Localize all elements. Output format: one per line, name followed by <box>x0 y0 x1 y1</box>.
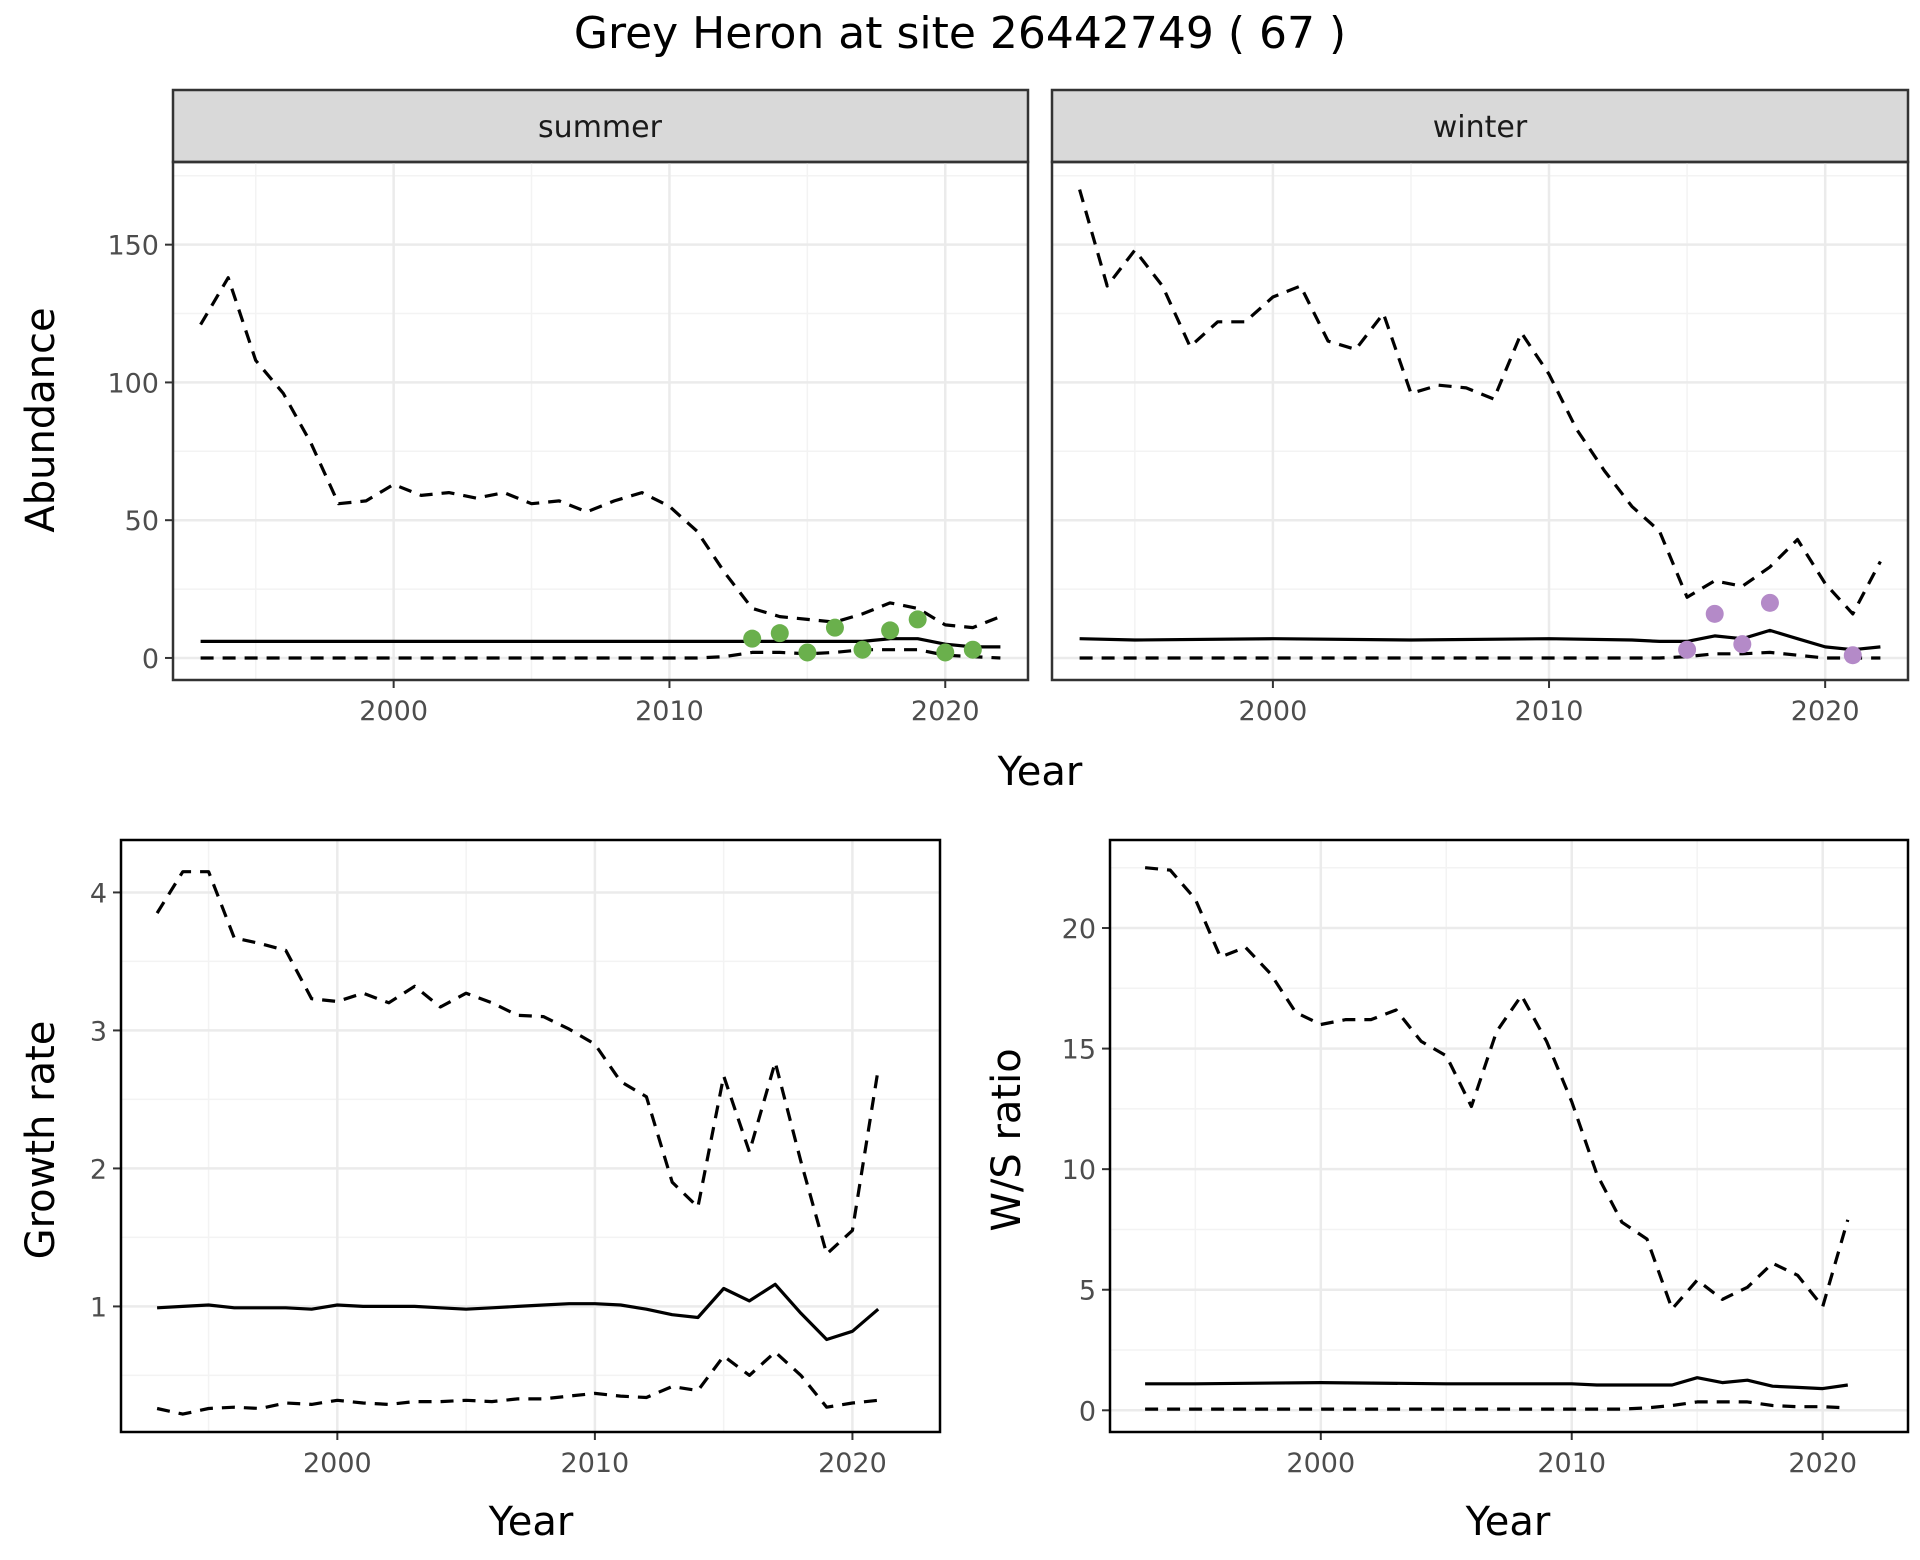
x-tick-label: 2020 <box>1791 696 1860 727</box>
estimate-line <box>1145 1376 1849 1391</box>
x-tick-label: 2000 <box>1239 696 1308 727</box>
growth-x-axis-title: Year <box>488 1499 574 1545</box>
y-tick-label: 10 <box>1062 1155 1096 1186</box>
y-tick-label: 0 <box>142 644 159 675</box>
summer-strip-label: summer <box>538 110 663 145</box>
y-tick-label: 150 <box>107 231 159 262</box>
observed-point <box>1705 604 1724 623</box>
y-tick-label: 2 <box>90 1154 107 1185</box>
lower-line <box>156 1350 879 1416</box>
x-tick-label: 2020 <box>911 696 980 727</box>
y-tick-label: 20 <box>1062 914 1096 945</box>
observed-point <box>1760 593 1779 612</box>
top-x-axis-title: Year <box>997 749 1083 795</box>
y-tick-label: 100 <box>107 368 159 399</box>
observed-point <box>1733 635 1752 654</box>
upper-line <box>155 870 880 1256</box>
panel-border <box>119 838 942 1434</box>
summer-panel: summer 2000 2010 2020 0 50 100 150 <box>107 88 1030 727</box>
growth-rate-panel: 2000 2010 2020 1 2 3 4 Year Growth rate <box>18 838 942 1545</box>
lower-line <box>200 648 1001 660</box>
observed-point <box>743 629 762 648</box>
panel-border <box>1108 838 1910 1434</box>
winter-strip-label: winter <box>1433 110 1528 145</box>
observed-point <box>825 618 844 637</box>
y-tick-label: 1 <box>90 1292 107 1323</box>
estimate-line <box>200 637 1001 649</box>
observed-point <box>1678 640 1697 659</box>
y-tick-label: 4 <box>90 878 107 909</box>
observed-point <box>908 610 927 629</box>
lower-line <box>1079 650 1881 660</box>
x-tick-label: 2020 <box>1788 1448 1857 1479</box>
x-tick-label: 2000 <box>303 1448 372 1479</box>
winter-strip <box>1050 88 1910 164</box>
observed-point <box>963 640 982 659</box>
observed-point <box>881 621 900 640</box>
observed-point <box>770 624 789 643</box>
lower-line <box>1145 1400 1848 1411</box>
ws-ratio-panel: 2000 2010 2020 0 5 10 15 20 Year W/S ratio <box>984 838 1910 1545</box>
x-tick-label: 2010 <box>635 696 704 727</box>
x-tick-label: 2010 <box>1515 696 1584 727</box>
panel-border <box>1050 160 1910 682</box>
y-tick-label: 15 <box>1062 1035 1096 1066</box>
estimate-line <box>1079 628 1881 652</box>
figure-title: Grey Heron at site 26442749 ( 67 ) <box>574 8 1346 59</box>
x-tick-label: 2000 <box>1286 1448 1355 1479</box>
x-tick-label: 2000 <box>359 696 428 727</box>
observed-point <box>1843 646 1862 665</box>
summer-strip <box>171 88 1030 164</box>
y-tick-label: 3 <box>90 1016 107 1047</box>
ws-y-axis-title: W/S ratio <box>984 1048 1030 1231</box>
ws-x-axis-title: Year <box>1465 1499 1551 1545</box>
x-tick-label: 2020 <box>818 1448 887 1479</box>
upper-line <box>1144 866 1850 1311</box>
panel-border <box>171 160 1030 682</box>
growth-y-axis-title: Growth rate <box>18 1021 64 1260</box>
estimate-line <box>157 1282 880 1342</box>
top-y-axis-title: Abundance <box>18 307 64 532</box>
observed-point <box>936 643 955 662</box>
y-tick-label: 5 <box>1079 1276 1096 1307</box>
upper-line <box>1078 189 1882 616</box>
y-tick-label: 0 <box>1079 1396 1096 1427</box>
x-tick-label: 2010 <box>1537 1448 1606 1479</box>
observed-point <box>798 643 817 662</box>
upper-line <box>199 276 1001 630</box>
observed-point <box>853 640 872 659</box>
winter-panel: winter 2000 2010 2020 <box>1050 88 1910 727</box>
x-tick-label: 2010 <box>561 1448 630 1479</box>
y-tick-label: 50 <box>125 506 159 537</box>
